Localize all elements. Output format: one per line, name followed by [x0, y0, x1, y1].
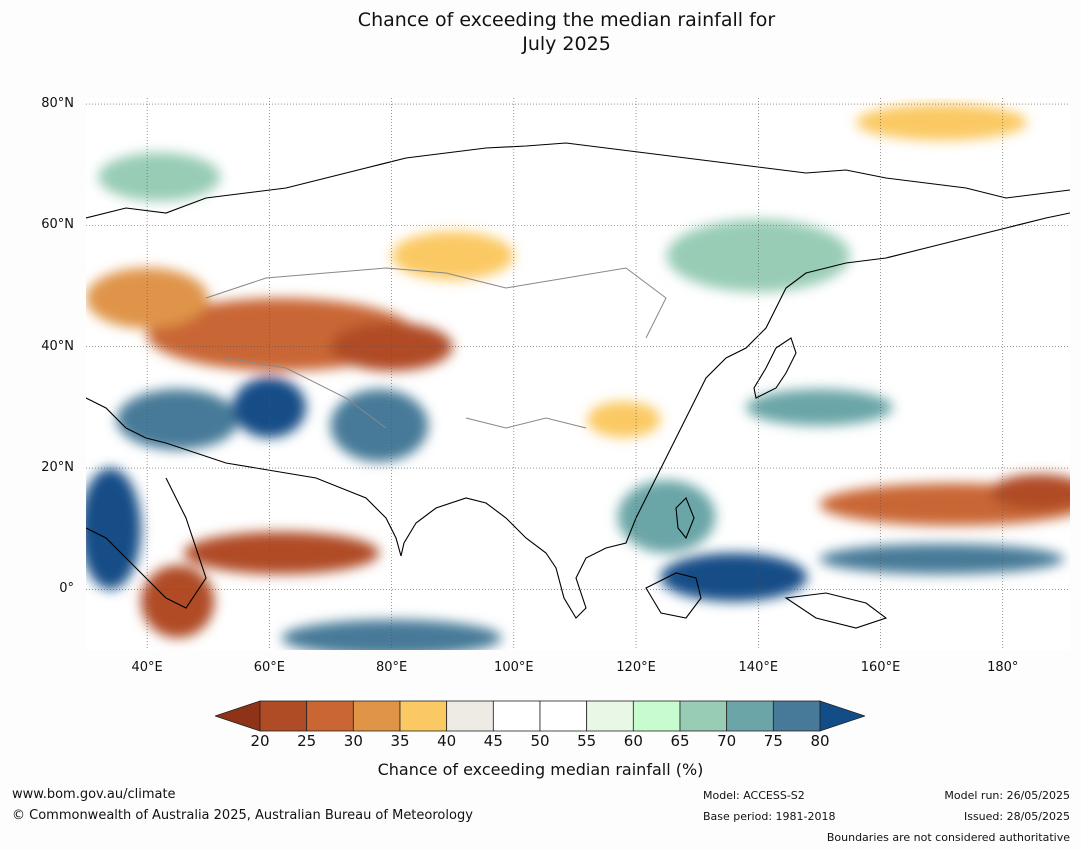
- colorbar-tick-label: 80: [810, 732, 830, 750]
- coastline-newguinea: [784, 592, 888, 629]
- colorbar-bin: [679, 700, 728, 732]
- colorbar-bin: [586, 700, 634, 732]
- colorbar-tick-label: 45: [483, 732, 503, 750]
- region-wet-europe: [98, 152, 221, 202]
- region-wet-maritime: [660, 552, 808, 602]
- lat-tick-label: 20°N: [41, 460, 74, 476]
- colorbar-bin: [352, 700, 401, 732]
- region-dry-siberia: [856, 104, 1028, 141]
- colorbar-tick-label: 35: [390, 732, 410, 750]
- colorbar-tick-label: 20: [250, 732, 270, 750]
- border-lines: [205, 267, 667, 429]
- footer-copyright: © Commonwealth of Australia 2025, Austra…: [12, 808, 473, 823]
- lon-tick-label: 100°E: [494, 660, 534, 675]
- lon-tick-label: 140°E: [738, 660, 779, 675]
- footer-model: Model: ACCESS-S2: [703, 789, 805, 802]
- colorbar-bin: [306, 700, 354, 732]
- colorbar-bin: [492, 700, 541, 732]
- coastline-japan: [753, 337, 797, 399]
- colorbar-tick-label: 30: [343, 732, 363, 750]
- lat-tick-label: 40°N: [41, 338, 74, 354]
- colorbar-bin: [399, 700, 448, 732]
- region-dry-westasia-2: [330, 322, 453, 371]
- region-dry-europe: [86, 267, 209, 329]
- colorbar-bin: [446, 700, 494, 732]
- colorbar-tick-label: 70: [717, 732, 737, 750]
- lat-tick-label: 0°: [59, 581, 74, 597]
- coastline-arctic: [86, 142, 1070, 219]
- region-wet-pacific-band: [819, 543, 1064, 575]
- coastline-borneo: [645, 572, 702, 619]
- colorbar-tick-label: 25: [297, 732, 317, 750]
- map-area[interactable]: [86, 98, 1070, 650]
- colorbar-tick-label: 65: [670, 732, 690, 750]
- title-line-1: Chance of exceeding the median rainfall …: [357, 9, 776, 31]
- lat-tick-label: 80°N: [41, 96, 74, 112]
- lon-tick-label: 80°E: [375, 660, 408, 675]
- colorbar-tick-label: 50: [530, 732, 550, 750]
- region-wet-arabia: [116, 389, 239, 450]
- colorbar-tick-label: 75: [763, 732, 783, 750]
- coastline-africa: [86, 477, 207, 609]
- footer-base-period: Base period: 1981-2018: [703, 810, 836, 823]
- colorbar-extend-high: [819, 700, 865, 732]
- lon-tick-label: 60°E: [253, 660, 285, 675]
- footer-model-run: Model run: 26/05/2025: [944, 789, 1070, 802]
- colorbar-bin: [259, 700, 308, 732]
- colorbar-label: Chance of exceeding median rainfall (%): [377, 760, 704, 779]
- region-wet-india: [330, 389, 429, 462]
- region-wet-southindian: [281, 619, 502, 650]
- region-dry-china: [587, 401, 661, 438]
- lon-tick-label: 160°E: [860, 660, 901, 675]
- colorbar-tick-label: 55: [577, 732, 597, 750]
- colorbar-bin: [539, 700, 588, 732]
- colorbar-extend-low: [215, 700, 261, 732]
- lat-tick-label: 60°N: [41, 217, 74, 233]
- colorbar: [215, 700, 865, 732]
- footer-issued: Issued: 28/05/2025: [963, 810, 1070, 823]
- region-dry-pacific-east: [990, 474, 1070, 511]
- rainfall-map[interactable]: [86, 98, 1070, 650]
- colorbar-tick-label: 40: [437, 732, 457, 750]
- region-dry-arabiansea: [183, 531, 380, 575]
- lon-tick-label: 40°E: [131, 660, 163, 675]
- colorbar-bin: [772, 700, 821, 732]
- region-wet-westpac: [746, 389, 893, 426]
- chart-title: Chance of exceeding the median rainfall …: [0, 8, 1081, 56]
- footer-url[interactable]: www.bom.gov.au/climate: [12, 787, 176, 802]
- region-dry-kazakh: [391, 231, 514, 280]
- coastline-west-asia: [86, 212, 1070, 619]
- colorbar-tick-label: 60: [623, 732, 643, 750]
- title-line-2: July 2025: [522, 33, 611, 55]
- region-dry-somalia: [141, 565, 215, 638]
- region-wet-sea: [617, 480, 716, 553]
- coastline-philippines: [675, 497, 695, 540]
- lon-tick-label: 120°E: [616, 660, 656, 675]
- lon-tick-label: 180°: [987, 660, 1019, 675]
- colorbar-bin: [726, 700, 774, 732]
- footer-disclaimer: Boundaries are not considered authoritat…: [826, 831, 1070, 844]
- colorbar-bin: [632, 700, 681, 732]
